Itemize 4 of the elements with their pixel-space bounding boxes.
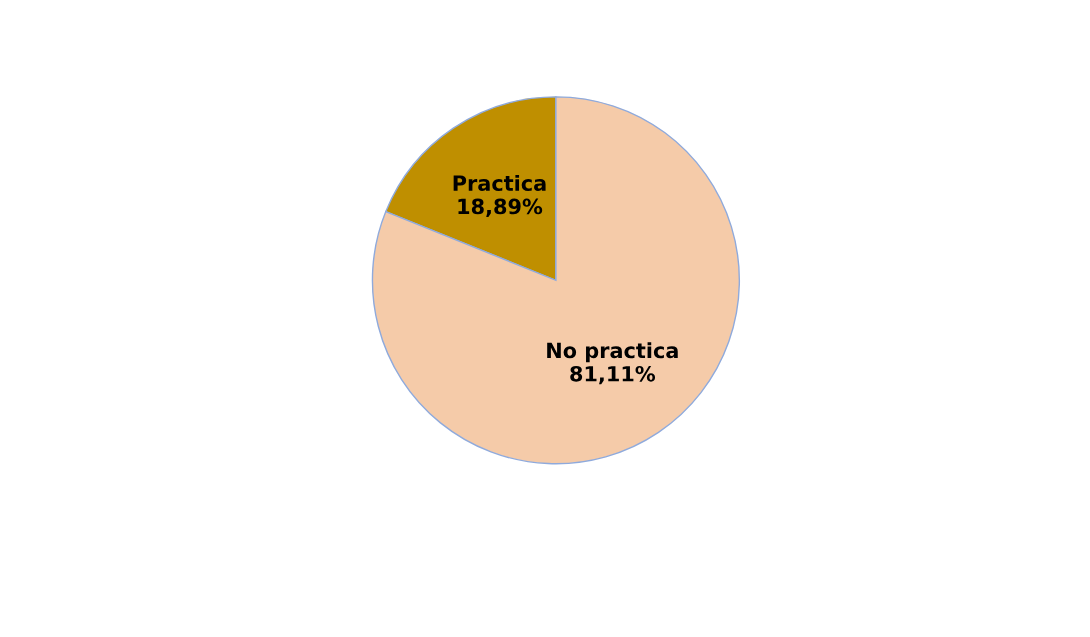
data-label: 18,89% <box>458 198 543 217</box>
slice-label: Practica <box>453 174 546 192</box>
data-label: 81,11% <box>570 365 656 385</box>
slice-label: No practica <box>547 342 678 363</box>
